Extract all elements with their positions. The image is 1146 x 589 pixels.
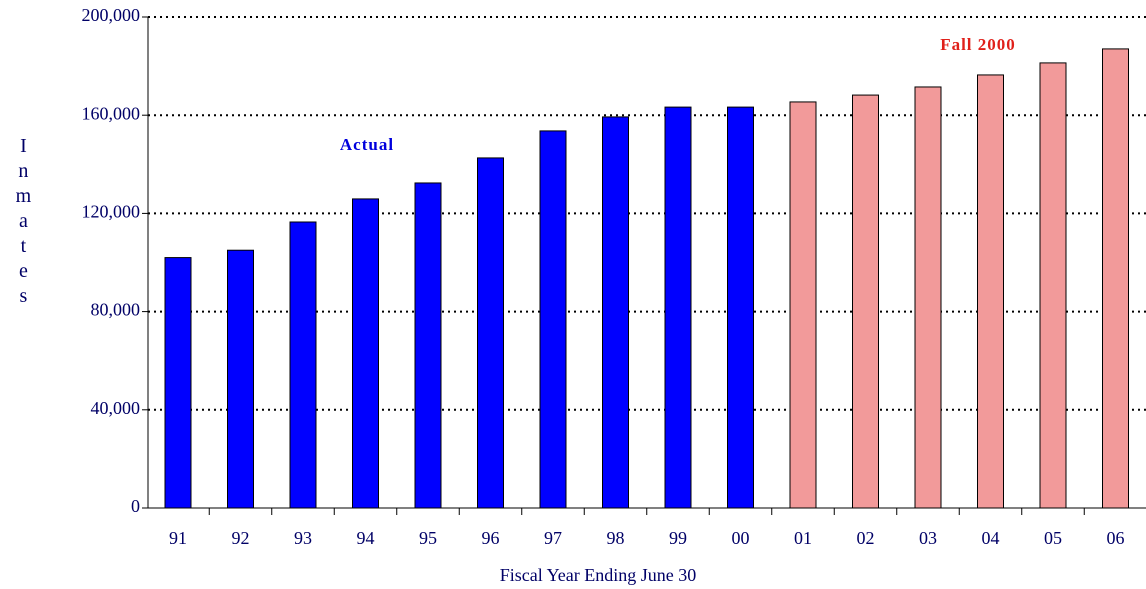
x-tick-label: 97 [544, 528, 562, 548]
series-label: Fall 2000 [940, 35, 1016, 54]
series-label: Actual [340, 135, 394, 154]
y-tick-label: 80,000 [91, 300, 141, 320]
x-tick-label: 01 [794, 528, 812, 548]
x-tick-label: 06 [1107, 528, 1125, 548]
bar [289, 221, 317, 509]
bar [852, 94, 879, 509]
x-tick-label: 95 [419, 528, 437, 548]
y-tick-label: 120,000 [82, 202, 141, 222]
x-tick-label: 04 [982, 528, 1000, 548]
bar [164, 257, 192, 509]
x-tick-label: 03 [919, 528, 937, 548]
x-tick-label: 98 [607, 528, 625, 548]
bar [227, 249, 254, 509]
bar [977, 74, 1004, 509]
x-tick-label: 94 [357, 528, 375, 548]
y-tick-label: 200,000 [82, 5, 141, 25]
x-tick-label: 96 [482, 528, 500, 548]
x-tick-label: 91 [169, 528, 187, 548]
y-tick-label: 40,000 [91, 398, 141, 418]
x-tick-label: 05 [1044, 528, 1062, 548]
x-tick-label: 92 [232, 528, 250, 548]
bar [914, 86, 942, 509]
bar [477, 157, 504, 509]
x-tick-label: 02 [857, 528, 875, 548]
bar [727, 106, 754, 509]
x-tick-label: 00 [732, 528, 750, 548]
bar [1039, 62, 1067, 509]
bar [539, 130, 567, 509]
bar [789, 101, 817, 509]
bar [664, 106, 692, 509]
x-tick-label: 99 [669, 528, 687, 548]
x-tick-label: 93 [294, 528, 312, 548]
x-axis-title: Fiscal Year Ending June 30 [500, 565, 697, 585]
y-axis-title: Inmates [12, 135, 34, 310]
bar [1102, 48, 1129, 509]
y-tick-label: 160,000 [82, 103, 141, 123]
bar [602, 116, 629, 509]
y-tick-label: 0 [131, 496, 140, 516]
bar [352, 198, 379, 509]
bar [414, 182, 442, 509]
